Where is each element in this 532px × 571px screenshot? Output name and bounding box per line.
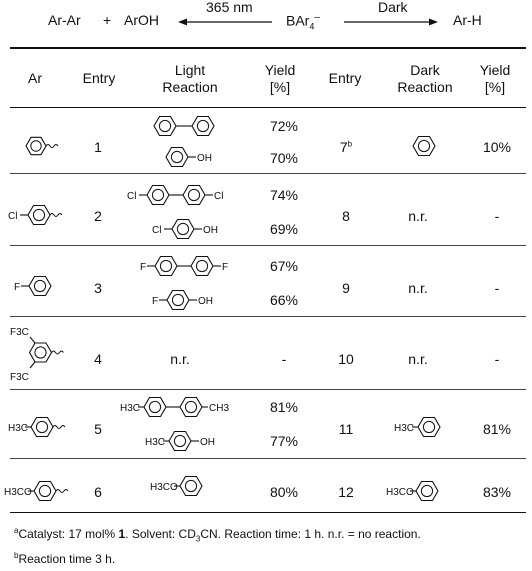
light-no-reaction: n.r. xyxy=(170,351,190,367)
row-separator xyxy=(10,245,526,246)
dark-entry-number: 7b xyxy=(339,139,353,155)
svg-text:F: F xyxy=(14,282,20,293)
footnote-a: aCatalyst: 17 mol% 1. Solvent: CD3CN. Re… xyxy=(14,526,421,544)
light-yield: 67% xyxy=(269,258,299,274)
scheme-reagent: BAr4– xyxy=(286,12,320,32)
dark-entry-number: 8 xyxy=(342,208,350,224)
dark-entry-number: 12 xyxy=(338,484,354,500)
svg-text:H3CO: H3CO xyxy=(150,482,178,493)
row-separator xyxy=(10,173,526,174)
svg-text:OH: OH xyxy=(203,225,218,236)
phenol-structure: OH xyxy=(165,146,212,168)
light-yield: 80% xyxy=(269,484,299,500)
svg-text:H3CO: H3CO xyxy=(4,487,32,498)
svg-text:CH3: CH3 xyxy=(209,403,229,414)
anisole-structure: H3CO xyxy=(150,475,203,497)
svg-text:OH: OH xyxy=(198,296,213,307)
light-arrow xyxy=(178,18,272,26)
row-separator xyxy=(10,316,526,317)
toluene-structure: H3C xyxy=(394,416,441,438)
scheme-dark-product: Ar-H xyxy=(453,12,482,28)
light-yield: 69% xyxy=(269,221,299,237)
dark-yield: - xyxy=(494,351,500,367)
aryl-chlorophenyl-structure: Cl xyxy=(8,204,63,226)
dimethylbiphenyl-structure: H3C CH3 xyxy=(120,396,229,418)
dark-yield: - xyxy=(494,208,500,224)
svg-text:H3C: H3C xyxy=(145,437,165,448)
aryl-anisyl-structure: H3CO xyxy=(4,480,69,502)
scheme-light-condition: 365 nm xyxy=(206,0,253,15)
svg-text:F3C: F3C xyxy=(10,372,29,383)
dark-yield: 10% xyxy=(482,139,512,155)
aryl-tolyl-structure: H3C xyxy=(8,416,66,438)
entry-number: 6 xyxy=(94,484,102,500)
light-yield: 81% xyxy=(269,399,299,415)
light-yield: 70% xyxy=(269,150,299,166)
light-yield: 74% xyxy=(269,187,299,203)
footnote-b: bReaction time 3 h. xyxy=(14,551,116,566)
entry-number: 5 xyxy=(94,421,102,437)
dark-entry-number: 11 xyxy=(338,421,354,437)
svg-text:Cl: Cl xyxy=(8,211,17,222)
svg-text:Cl: Cl xyxy=(127,191,136,202)
aryl-bis-trifluoromethylphenyl-structure: F3C F3C xyxy=(10,327,64,383)
table-bottom-rule xyxy=(10,512,526,513)
svg-text:H3C: H3C xyxy=(120,403,140,414)
scheme-left-product: Ar-Ar xyxy=(48,12,81,28)
dark-yield: 83% xyxy=(482,484,512,500)
svg-text:F: F xyxy=(140,262,146,273)
svg-text:F3C: F3C xyxy=(10,327,29,338)
svg-text:H3CO: H3CO xyxy=(386,487,414,498)
benzene-structure xyxy=(412,135,436,157)
biphenyl-structure xyxy=(153,115,215,137)
dichlorobiphenyl-structure: Cl Cl xyxy=(127,184,223,206)
dark-yield: 81% xyxy=(482,421,512,437)
header-yield: Yield [%] xyxy=(264,62,296,95)
svg-text:H3C: H3C xyxy=(8,423,28,434)
dark-entry-number: 10 xyxy=(338,351,354,367)
light-yield: - xyxy=(281,351,287,367)
svg-text:Cl: Cl xyxy=(152,225,161,236)
dark-arrow xyxy=(344,18,438,26)
light-yield: 66% xyxy=(269,292,299,308)
header-light-reaction: Light Reaction xyxy=(162,62,218,95)
header-entry: Entry xyxy=(82,70,116,86)
entry-number: 1 xyxy=(94,139,102,155)
fluorophenol-structure: F OH xyxy=(152,289,213,311)
light-yield: 77% xyxy=(269,433,299,449)
aryl-phenyl-structure xyxy=(25,136,59,156)
header-entry-2: Entry xyxy=(328,70,362,86)
scheme-plus: + xyxy=(103,12,112,28)
aryl-fluorophenyl-structure: F xyxy=(14,275,52,297)
svg-text:F: F xyxy=(222,262,228,273)
entry-number: 4 xyxy=(94,351,102,367)
header-ar: Ar xyxy=(28,70,42,86)
dark-yield: - xyxy=(494,280,500,296)
svg-text:H3C: H3C xyxy=(394,423,414,434)
difluorobiphenyl-structure: F F xyxy=(140,255,228,277)
row-separator xyxy=(10,458,526,459)
reaction-scheme: Ar-Ar + ArOH 365 nm BAr4– Dark Ar-H xyxy=(0,0,532,40)
table-top-rule xyxy=(10,47,526,49)
header-dark-reaction: Dark Reaction xyxy=(397,62,453,95)
anisole-dark-structure: H3CO xyxy=(386,480,439,502)
svg-text:Cl: Cl xyxy=(214,191,223,202)
scheme-arylol: ArOH xyxy=(124,12,159,28)
row-separator xyxy=(10,389,526,390)
chlorophenol-structure: Cl OH xyxy=(152,218,218,240)
dark-no-reaction: n.r. xyxy=(408,280,428,296)
dark-no-reaction: n.r. xyxy=(408,208,428,224)
dark-no-reaction: n.r. xyxy=(408,351,428,367)
header-yield-2: Yield [%] xyxy=(479,62,511,95)
svg-text:OH: OH xyxy=(200,437,215,448)
cresol-structure: H3C OH xyxy=(145,430,215,452)
scheme-dark-condition: Dark xyxy=(378,0,408,15)
svg-text:OH: OH xyxy=(197,153,212,164)
dark-entry-number: 9 xyxy=(342,280,350,296)
svg-text:F: F xyxy=(152,296,158,307)
light-yield: 72% xyxy=(269,118,299,134)
entry-number: 2 xyxy=(94,208,102,224)
table-header-rule xyxy=(10,107,526,108)
entry-number: 3 xyxy=(94,280,102,296)
